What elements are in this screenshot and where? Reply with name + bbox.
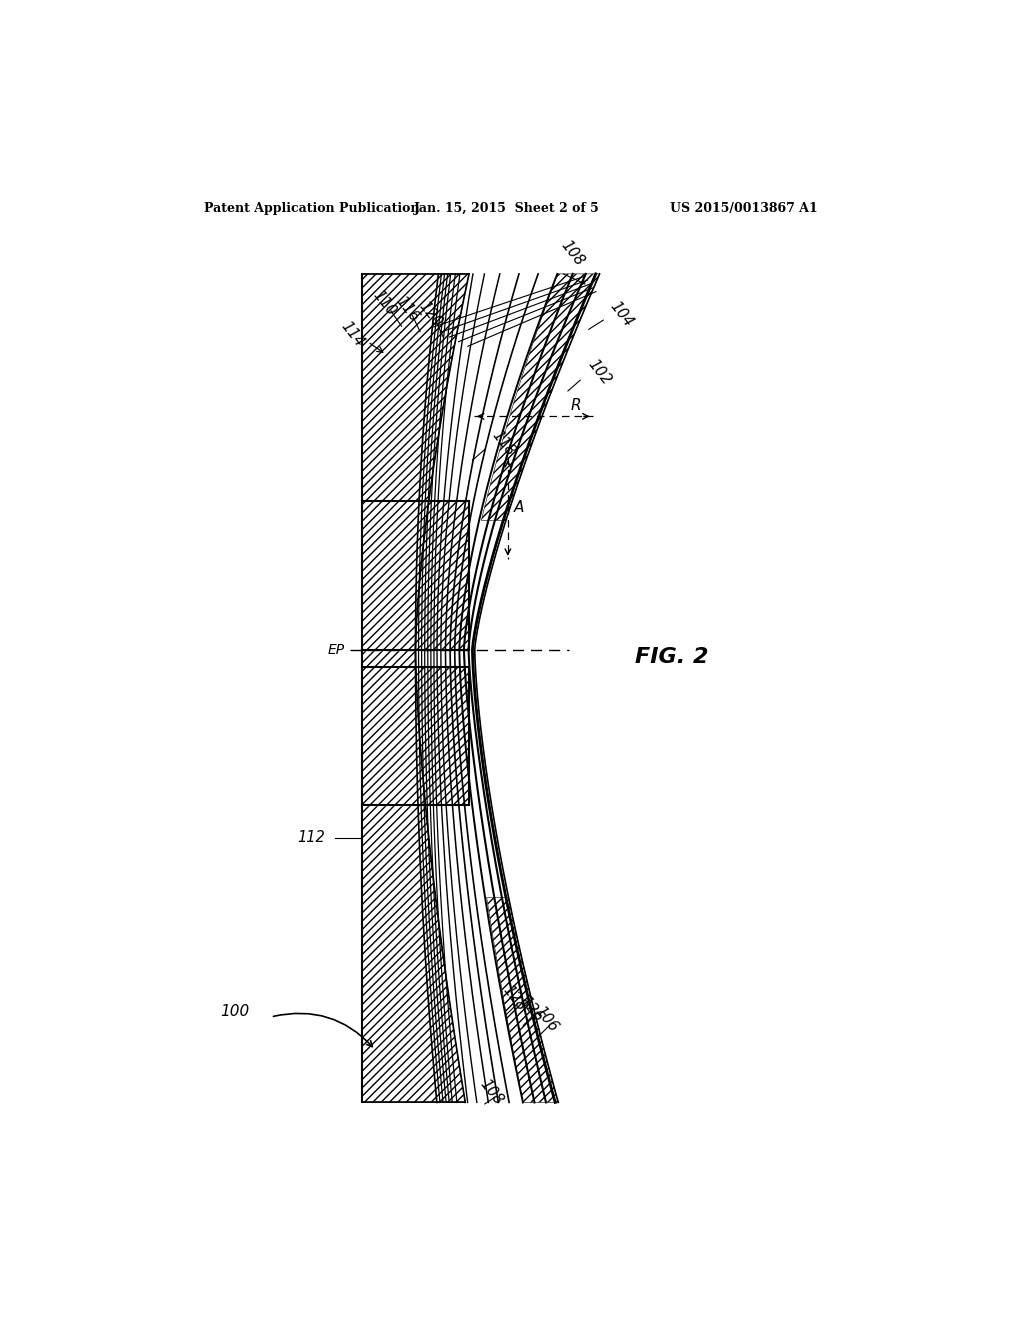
Text: Patent Application Publication: Patent Application Publication (204, 202, 419, 215)
Text: FIG. 2: FIG. 2 (635, 647, 709, 668)
Text: 116: 116 (393, 294, 422, 325)
Text: 108: 108 (558, 238, 587, 268)
Text: A: A (514, 500, 524, 516)
Text: Jan. 15, 2015  Sheet 2 of 5: Jan. 15, 2015 Sheet 2 of 5 (414, 202, 600, 215)
Text: 114: 114 (338, 318, 367, 350)
Text: 110: 110 (371, 288, 399, 318)
Text: 106: 106 (531, 1003, 561, 1035)
Text: 112: 112 (297, 830, 325, 845)
Text: 104: 104 (606, 298, 635, 330)
Text: 108: 108 (476, 1077, 506, 1107)
Text: 120: 120 (417, 298, 445, 330)
Text: 126: 126 (516, 994, 546, 1024)
Text: 100: 100 (220, 1005, 250, 1019)
Text: EP: EP (328, 643, 345, 656)
Text: US 2015/0013867 A1: US 2015/0013867 A1 (670, 202, 817, 215)
Text: 118: 118 (488, 428, 517, 459)
Text: 128: 128 (500, 982, 528, 1014)
Text: R: R (571, 399, 582, 413)
Text: 102: 102 (585, 356, 613, 388)
